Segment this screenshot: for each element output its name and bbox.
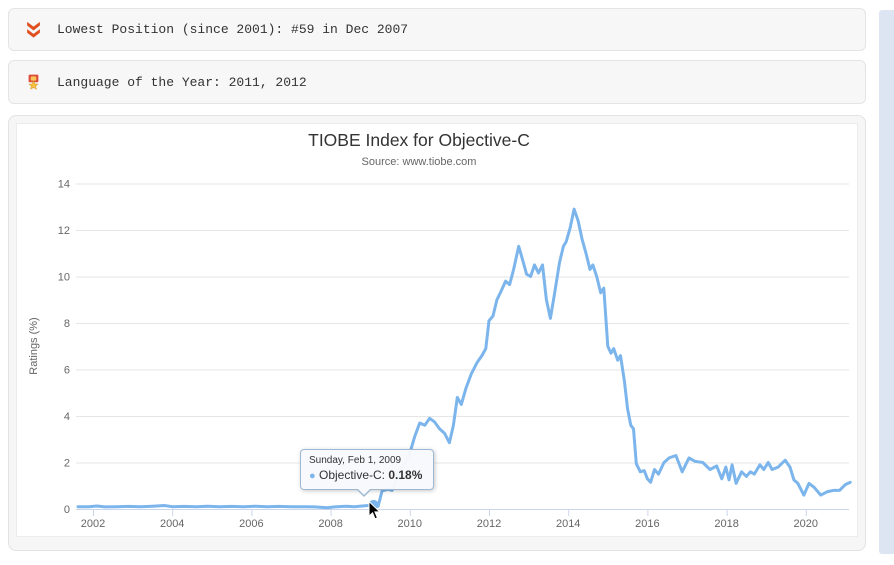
medal-icon xyxy=(28,74,39,90)
tooltip-series-name: Objective-C: xyxy=(319,468,386,482)
language-of-year-text: Language of the Year: 2011, 2012 xyxy=(57,74,307,90)
double-chevron-down-icon xyxy=(27,21,40,38)
chart-subtitle: Source: www.tiobe.com xyxy=(361,156,477,168)
chart-title: TIOBE Index for Objective-C xyxy=(308,130,530,150)
tooltip-value: 0.18% xyxy=(388,468,423,482)
tooltip-date: Sunday, Feb 1, 2009 xyxy=(309,455,402,466)
language-of-year-bar: Language of the Year: 2011, 2012 xyxy=(8,60,866,104)
series-bullet-icon: ● xyxy=(309,470,316,482)
right-edge-panel xyxy=(879,10,894,554)
lowest-position-bar: Lowest Position (since 2001): #59 in Dec… xyxy=(8,8,866,51)
tooltip-value-line: ● Objective-C: 0.18% xyxy=(309,467,425,485)
mouse-cursor-icon xyxy=(368,501,382,520)
lowest-position-text: Lowest Position (since 2001): #59 in Dec… xyxy=(57,22,409,37)
chart-tooltip: Sunday, Feb 1, 2009 ● Objective-C: 0.18% xyxy=(300,449,434,497)
chart-plot-area[interactable] xyxy=(16,123,858,537)
